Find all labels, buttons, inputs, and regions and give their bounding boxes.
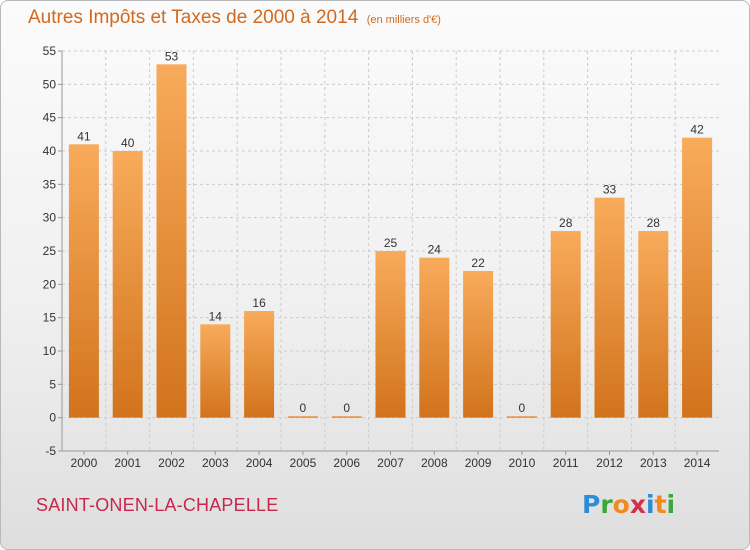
y-tick-label: -5	[45, 444, 56, 458]
x-tick-label: 2001	[114, 456, 141, 470]
bar	[112, 151, 143, 418]
bar	[200, 324, 231, 418]
town-name: SAINT-ONEN-LA-CHAPELLE	[36, 495, 279, 515]
x-tick-label: 2012	[596, 456, 623, 470]
bars	[68, 64, 713, 418]
x-tick-label: 2004	[246, 456, 273, 470]
y-tick-label: 15	[43, 311, 57, 325]
logo-letter: o	[612, 490, 630, 519]
x-tick-label: 2010	[509, 456, 536, 470]
x-tick-label: 2005	[290, 456, 317, 470]
data-label: 42	[690, 123, 704, 137]
chart-title: Autres Impôts et Taxes de 2000 à 2014	[28, 7, 359, 28]
y-tick-label: 10	[43, 344, 57, 358]
logo-letter: t	[654, 490, 667, 519]
y-tick-label: 25	[43, 244, 57, 258]
x-tick-label: 2013	[640, 456, 667, 470]
y-tick-label: 20	[43, 277, 57, 291]
x-tick-label: 2003	[202, 456, 229, 470]
y-tick-label: 0	[49, 411, 56, 425]
x-tick-label: 2014	[684, 456, 711, 470]
y-tick-label: 40	[43, 144, 57, 158]
logo-letter: r	[600, 490, 613, 519]
bar	[287, 416, 318, 418]
chart-unit: (en milliers d'€)	[366, 14, 441, 26]
logo-letter: x	[629, 490, 646, 519]
data-label: 14	[209, 309, 223, 323]
data-label: 53	[165, 49, 179, 63]
y-tick-label: 45	[43, 111, 57, 125]
data-label: 16	[252, 296, 266, 310]
data-label: 0	[519, 401, 526, 415]
y-tick-label: 5	[49, 377, 56, 391]
bar	[244, 311, 275, 418]
x-tick-label: 2000	[71, 456, 98, 470]
x-tick-label: 2009	[465, 456, 492, 470]
bar	[594, 197, 625, 418]
data-label: 40	[121, 136, 135, 150]
bar	[550, 231, 581, 418]
x-tick-label: 2011	[553, 456, 579, 470]
bar	[638, 231, 669, 418]
data-label: 28	[647, 216, 661, 230]
data-label: 25	[384, 236, 398, 250]
data-label: 0	[343, 401, 350, 415]
data-labels: 41 40 53 14 16 0 0 25 24 22 0 28 33 28 42	[77, 49, 704, 415]
y-tick-label: 30	[43, 211, 57, 225]
data-label: 41	[77, 129, 91, 143]
bar	[331, 416, 362, 418]
bar	[156, 64, 187, 418]
x-tick-label: 2008	[421, 456, 448, 470]
bar	[375, 251, 406, 418]
logo-letter: P	[582, 490, 601, 519]
bar	[419, 257, 450, 418]
x-tick-label: 2002	[158, 456, 185, 470]
y-tick-label: 55	[43, 44, 57, 58]
logo-letter: i	[666, 490, 676, 519]
x-tick-label: 2007	[377, 456, 404, 470]
title-row: Autres Impôts et Taxes de 2000 à 2014 (e…	[28, 7, 441, 29]
bar	[463, 271, 494, 418]
data-label: 24	[428, 243, 442, 257]
y-tick-label: 35	[43, 177, 57, 191]
x-tick-label: 2006	[333, 456, 360, 470]
data-label: 28	[559, 216, 573, 230]
bar	[506, 416, 537, 418]
data-label: 33	[603, 183, 617, 197]
data-label: 22	[471, 256, 485, 270]
y-tick-label: 50	[43, 77, 57, 91]
bar	[68, 144, 99, 418]
bar	[682, 137, 713, 418]
data-label: 0	[300, 401, 307, 415]
axes: -5 0 5 10 15 20 25 30 35 40 45 50 55 2000 2001 2002 2003…	[43, 44, 719, 470]
proxiti-logo[interactable]: Proxiti	[582, 490, 675, 519]
logo-letter: i	[646, 490, 655, 519]
